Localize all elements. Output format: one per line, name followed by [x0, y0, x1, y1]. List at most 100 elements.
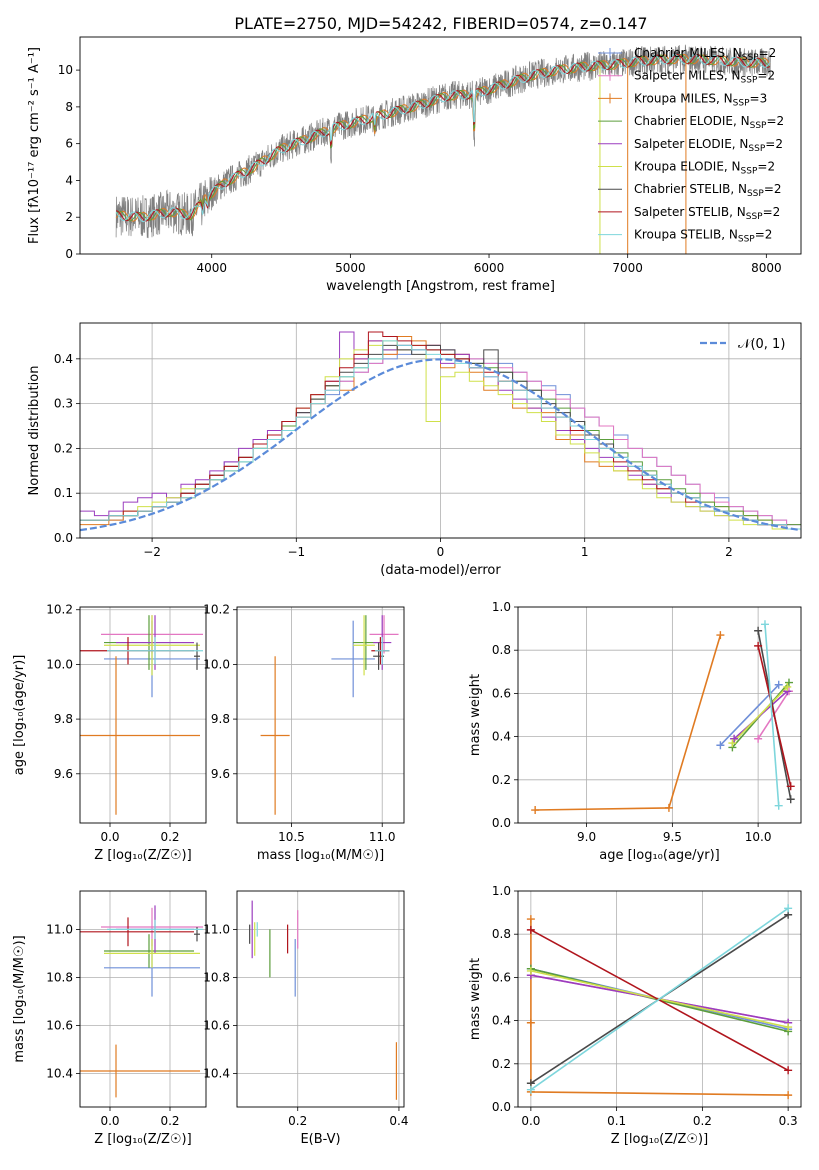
axes-frame [236, 606, 405, 824]
axes-frame [79, 606, 207, 824]
x-tick-label: −1 [287, 545, 305, 559]
plot-area [260, 615, 399, 815]
x-tick-label: 2 [725, 545, 733, 559]
y-axis-label: age [log₁₀(age/yr)] [12, 655, 27, 776]
x-tick-label: 0.3 [779, 1114, 798, 1128]
legend-label: Chabrier MILES, NSSP=2 [634, 46, 776, 63]
model-spectrum-line [115, 53, 771, 223]
x-tick-label: 0.1 [607, 1114, 626, 1128]
y-tick-label: 6 [65, 137, 73, 151]
y-tick-label: 0.3 [54, 397, 73, 411]
legend-label: Salpeter MILES, NSSP=2 [634, 69, 775, 86]
y-tick-label: 0.4 [492, 1014, 511, 1028]
legend-label: Chabrier STELIB, NSSP=2 [634, 182, 782, 199]
weight-line [731, 686, 788, 744]
weight-marker [784, 1066, 793, 1075]
x-tick-label: −2 [143, 545, 161, 559]
weight-line [764, 624, 780, 806]
y-tick-label: 0.8 [492, 643, 511, 657]
legend-label: Chabrier ELODIE, NSSP=2 [634, 114, 784, 131]
weight-marker [664, 803, 673, 812]
weight-marker [783, 682, 792, 691]
legend-label: 𝒩(0, 1) [738, 337, 785, 352]
y-axis-label: mass weight [468, 958, 483, 1040]
y-tick-label: 10.0 [46, 657, 73, 671]
x-tick-label: 10.0 [745, 830, 772, 844]
axes-frame [517, 890, 802, 1108]
weight-marker [786, 795, 795, 804]
y-tick-label: 0.4 [492, 730, 511, 744]
y-tick-label: 0.1 [54, 486, 73, 500]
y-tick-label: 9.6 [54, 767, 73, 781]
panel-age_vs_Z: 0.0 0.2 9.6 9.8 10.0 10.2 Z [log₁₀(Z/Z☉)] age [… [12, 603, 207, 863]
axes-frame [517, 606, 802, 824]
weight-marker [760, 620, 769, 629]
y-tick-label: 10.6 [203, 1018, 230, 1032]
weight-marker [730, 734, 739, 743]
x-axis-label: wavelength [Angstrom, rest frame] [326, 279, 555, 294]
x-axis-label: Z [log₁₀(Z/Z☉)] [94, 848, 191, 863]
x-tick-label: 0.0 [100, 830, 119, 844]
weight-marker [784, 1091, 793, 1100]
weight-line [757, 645, 792, 787]
y-axis-label: Flux [fλ10⁻¹⁷ erg cm⁻² s⁻¹ A⁻¹] [27, 47, 42, 244]
x-tick-label: 1 [581, 545, 589, 559]
x-axis-label: E(B-V) [300, 1132, 340, 1147]
y-tick-label: 0.0 [492, 1100, 511, 1114]
legend-label: Salpeter STELIB, NSSP=2 [634, 205, 780, 222]
y-tick-label: 10.2 [46, 603, 73, 617]
weight-marker [754, 734, 763, 743]
y-tick-label: 10 [58, 63, 73, 77]
y-tick-label: 9.6 [211, 767, 230, 781]
y-tick-label: 0 [65, 247, 73, 261]
y-tick-label: 9.8 [211, 712, 230, 726]
y-tick-label: 11.0 [46, 922, 73, 936]
y-tick-label: 0.6 [492, 686, 511, 700]
y-tick-label: 1.0 [492, 884, 511, 898]
panel-weight_vs_age: 9.0 9.5 10.0 0.0 0.2 0.4 0.6 0.8 1.0 age [log₁₀(a… [468, 600, 802, 863]
weight-marker [784, 1023, 793, 1032]
x-tick-label: 0.0 [521, 1114, 540, 1128]
x-tick-label: 0.4 [389, 1114, 408, 1128]
axes-frame [79, 322, 802, 539]
x-tick-label: 0 [437, 545, 445, 559]
plot-area [80, 905, 203, 1098]
y-axis-label: mass [log₁₀(M/M☉)] [12, 935, 27, 1062]
x-axis-label: (data-model)/error [380, 563, 501, 578]
model-spectrum-line [115, 53, 771, 222]
panel-age_vs_mass: 10.5 11.0 9.6 9.8 10.0 10.2 mass [log₁₀(M/M☉)] [203, 603, 405, 863]
y-tick-label: 11.0 [203, 922, 230, 936]
x-tick-label: 0.0 [100, 1114, 119, 1128]
weight-marker [716, 741, 725, 750]
legend-label: Salpeter ELODIE, NSSP=2 [634, 137, 783, 154]
x-axis-label: Z [log₁₀(Z/Z☉)] [611, 1132, 708, 1147]
y-tick-label: 8 [65, 100, 73, 114]
y-tick-label: 1.0 [492, 600, 511, 614]
x-tick-label: 9.0 [577, 830, 596, 844]
y-tick-label: 0.6 [492, 970, 511, 984]
x-tick-label: 8000 [751, 261, 782, 275]
panel-weight_vs_Z: 0.0 0.1 0.2 0.3 0.0 0.2 0.4 0.6 0.8 1.0 Z [log₁₀(Z… [468, 884, 802, 1147]
normal-curve [80, 358, 801, 532]
y-tick-label: 10.8 [46, 970, 73, 984]
y-tick-label: 10.8 [203, 970, 230, 984]
weight-marker [774, 801, 783, 810]
x-axis-label: Z [log₁₀(Z/Z☉)] [94, 1132, 191, 1147]
y-tick-label: 10.4 [46, 1066, 73, 1080]
x-tick-label: 0.2 [160, 830, 179, 844]
x-axis-label: age [log₁₀(age/yr)] [599, 848, 720, 863]
y-tick-label: 0.4 [54, 352, 73, 366]
y-tick-label: 0.2 [492, 773, 511, 787]
axes-frame [79, 36, 802, 255]
weight-line [530, 907, 789, 1091]
y-tick-label: 0.8 [492, 927, 511, 941]
x-tick-label: 0.2 [288, 1114, 307, 1128]
weight-marker [784, 678, 793, 687]
x-tick-label: 0.2 [160, 1114, 179, 1128]
x-tick-label: 4000 [196, 261, 227, 275]
weight-line [535, 634, 722, 811]
y-tick-label: 10.4 [203, 1066, 230, 1080]
y-tick-label: 4 [65, 173, 73, 187]
panel-spectrum: 4000 5000 6000 7000 8000 0 2 4 6 8 10 wavelength [A… [27, 36, 802, 294]
